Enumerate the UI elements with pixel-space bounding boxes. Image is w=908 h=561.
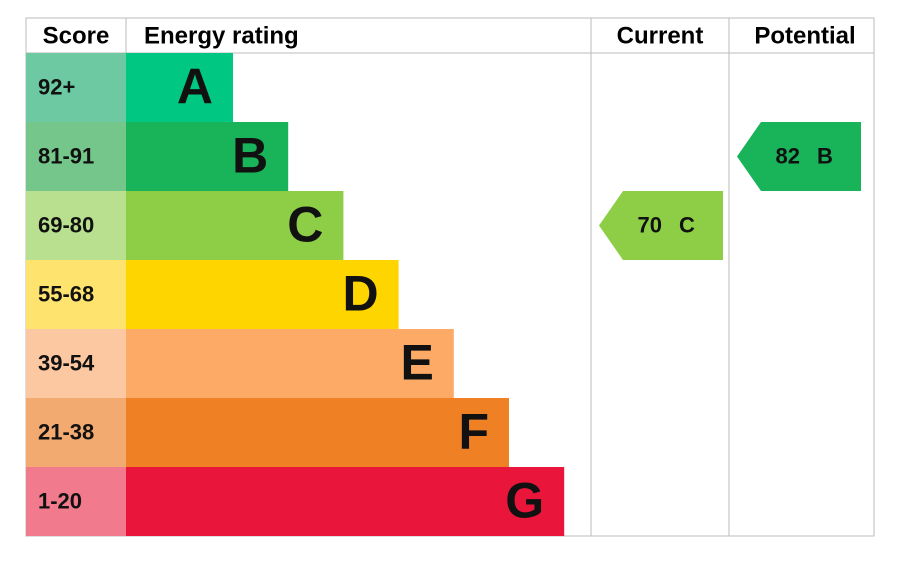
rating-letter: E [400, 335, 433, 391]
potential-value: 82 [776, 143, 800, 168]
current-rating: C [679, 212, 695, 237]
rating-letter: F [458, 404, 489, 460]
header-score: Score [43, 22, 110, 49]
potential-rating: B [817, 143, 833, 168]
potential-arrow [737, 122, 861, 191]
header-current: Current [617, 22, 704, 49]
header-energy-rating: Energy rating [144, 22, 299, 49]
score-label: 39-54 [38, 350, 95, 375]
score-cell [26, 191, 126, 260]
score-label: 69-80 [38, 212, 94, 237]
rating-letter: B [232, 128, 268, 184]
current-arrow [599, 191, 723, 260]
header-potential: Potential [754, 22, 855, 49]
rating-bar [126, 53, 233, 122]
score-cell [26, 122, 126, 191]
score-cell [26, 260, 126, 329]
rating-bar [126, 260, 399, 329]
rating-bar [126, 398, 509, 467]
score-label: 21-38 [38, 419, 94, 444]
rating-letter: D [342, 266, 378, 322]
score-cell [26, 398, 126, 467]
score-cell [26, 53, 126, 122]
score-label: 55-68 [38, 281, 94, 306]
score-label: 92+ [38, 74, 75, 99]
score-label: 1-20 [38, 488, 82, 513]
current-value: 70 [638, 212, 662, 237]
score-label: 81-91 [38, 143, 94, 168]
rating-letter: C [287, 197, 323, 253]
rating-letter: A [177, 59, 213, 115]
rating-letter: G [505, 473, 544, 529]
score-cell [26, 329, 126, 398]
score-cell [26, 467, 126, 536]
rating-bar [126, 329, 454, 398]
rating-bar [126, 191, 344, 260]
rating-bar [126, 467, 565, 536]
rating-bar [126, 122, 289, 191]
